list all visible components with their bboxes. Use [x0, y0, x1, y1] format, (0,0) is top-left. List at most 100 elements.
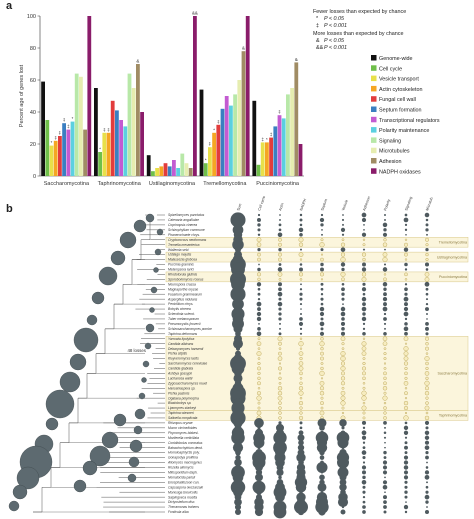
bar	[83, 129, 87, 176]
loss-bubble	[337, 497, 349, 508]
loss-bubble	[257, 357, 261, 360]
loss-bubble	[320, 287, 324, 291]
loss-bubble	[275, 482, 285, 493]
species-label: Phanerochaete chrys.	[168, 233, 200, 237]
loss-bubble	[234, 498, 242, 506]
loss-bubble	[318, 508, 326, 516]
tree-branch	[96, 328, 106, 354]
loss-bubble	[342, 303, 344, 305]
loss-bubble	[383, 317, 387, 321]
loss-bubble	[361, 390, 367, 396]
bar	[220, 108, 225, 176]
loss-bubble	[275, 492, 285, 502]
loss-bubble	[341, 386, 345, 390]
loss-bubble	[278, 475, 282, 480]
loss-bubble	[277, 291, 283, 297]
loss-bubble	[383, 302, 387, 307]
loss-bubble	[319, 217, 325, 223]
loss-bubble	[361, 351, 367, 356]
loss-bubble	[383, 381, 387, 386]
loss-bubble	[235, 350, 241, 357]
bar	[155, 168, 159, 176]
bar	[70, 121, 75, 176]
loss-bubble	[233, 487, 243, 498]
loss-bubble	[315, 431, 329, 445]
tree-node-bubble	[45, 417, 59, 431]
loss-bubble	[299, 356, 303, 361]
loss-bubble	[295, 481, 307, 493]
loss-bubble	[321, 228, 323, 231]
loss-bubble	[296, 467, 306, 478]
significance-marker: ‡	[278, 110, 281, 115]
loss-bubble	[298, 252, 304, 257]
significance-marker: &&	[192, 11, 198, 16]
loss-bubble	[361, 470, 367, 475]
loss-bubble	[298, 415, 304, 421]
tree-branch	[114, 284, 124, 305]
sig-legend-more-title: More losses than expected by chance	[313, 31, 404, 37]
loss-bubble	[340, 306, 346, 312]
species-label: Rozella allomycis	[168, 466, 194, 470]
y-axis-label: Percent age of genes lost	[19, 64, 25, 127]
tree-branch	[105, 304, 115, 330]
sig-legend-text: P < 0.001	[324, 45, 347, 51]
loss-bubble	[425, 326, 429, 331]
species-label: Candida glabrata	[168, 367, 193, 371]
loss-bubble	[278, 406, 282, 410]
loss-bubble	[257, 287, 261, 291]
loss-bubble	[294, 500, 308, 515]
loss-bubble	[297, 444, 305, 451]
loss-bubble	[425, 298, 429, 301]
tree-node-bubble	[141, 377, 147, 383]
loss-bubble	[361, 272, 367, 277]
bar	[199, 89, 204, 176]
species-label: Pichia pastoris	[168, 391, 190, 395]
loss-bubble	[336, 431, 350, 445]
species-label: Penicillium chrys.	[168, 302, 194, 306]
legend-label: Septum formation	[379, 108, 422, 114]
sig-legend-text: P < 0.05	[324, 38, 345, 44]
bar	[212, 132, 216, 176]
loss-bubble	[253, 437, 265, 449]
sig-legend-fewer-title: Fewer losses than expected by chance	[313, 9, 406, 15]
loss-bubble	[257, 217, 261, 222]
tree-node-bubble	[91, 291, 105, 305]
legend-label: NADPH oxidases	[379, 169, 421, 175]
loss-bubble	[362, 495, 366, 499]
legend-label: Transcriptional regulators	[379, 118, 440, 124]
loss-bubble	[299, 278, 303, 281]
loss-bubble	[404, 213, 408, 217]
clade-label: Saccharomycotina	[437, 372, 467, 376]
loss-bubble	[234, 493, 242, 501]
tree-node-bubble	[98, 266, 118, 286]
bar	[159, 166, 164, 176]
loss-bubble	[273, 505, 287, 519]
species-label: Conidiobolus coronatus	[168, 441, 203, 445]
loss-bubble	[424, 415, 430, 421]
loss-bubble	[234, 271, 242, 278]
loss-bubble	[425, 426, 429, 430]
loss-bubble	[362, 441, 366, 444]
species-label: Mitosporidium daph.	[168, 471, 198, 475]
species-label: Allomyces macrogynus	[167, 461, 202, 465]
loss-bubble	[278, 297, 282, 301]
species-label: Spizellomyces punctatus	[168, 213, 205, 217]
loss-bubble	[404, 366, 408, 371]
bar	[233, 94, 237, 176]
loss-bubble	[257, 223, 261, 227]
bar	[203, 163, 208, 176]
loss-bubble	[278, 242, 282, 247]
loss-bubble	[276, 464, 284, 471]
loss-bubble	[340, 252, 346, 257]
loss-bubble	[425, 490, 429, 494]
tree-node-bubble	[156, 228, 164, 236]
loss-bubble	[236, 213, 240, 217]
loss-bubble	[299, 267, 303, 272]
loss-bubble	[257, 248, 261, 252]
loss-bubble	[424, 435, 430, 440]
loss-bubble	[403, 306, 409, 312]
species-label: Kluyveromyces lactis	[168, 357, 199, 361]
loss-bubble	[361, 341, 367, 347]
species-label: Batrachochytrium dend.	[168, 446, 203, 450]
loss-bubble	[403, 311, 409, 317]
